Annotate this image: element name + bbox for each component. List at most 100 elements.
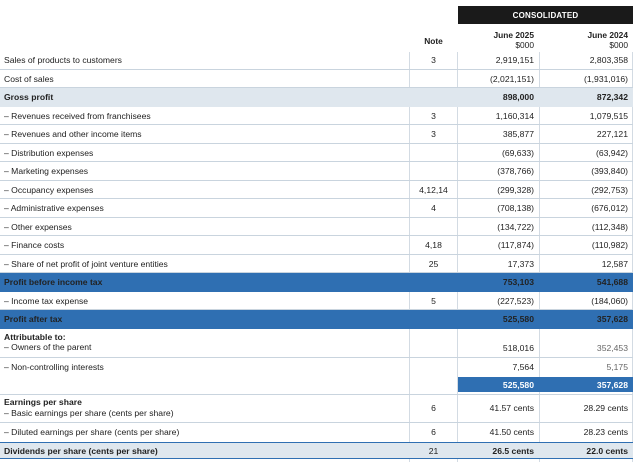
row-note: 4 <box>431 203 436 214</box>
row-value-2025: (69,633) <box>501 147 534 158</box>
row-separator <box>0 87 633 88</box>
row-value-2024: (63,942) <box>595 147 628 158</box>
row-separator <box>0 357 633 358</box>
row-note: 3 <box>431 110 436 121</box>
diluted-eps-note: 6 <box>431 427 436 437</box>
row-label: – Finance costs <box>4 240 65 251</box>
row-separator <box>0 198 633 199</box>
row-separator <box>0 124 633 125</box>
row-note <box>410 218 457 237</box>
row-value-2024: 2,803,358 <box>589 55 628 66</box>
nci-value-2024: 5,175 <box>606 362 628 372</box>
row-note <box>410 310 457 329</box>
row-label: Sales of products to customers <box>4 55 122 66</box>
owners-value-2025: 518,016 <box>502 343 534 353</box>
row-value-2025: (117,874) <box>497 240 534 251</box>
owners-label: – Owners of the parent <box>4 342 92 352</box>
row-value-2025: 385,877 <box>502 129 534 140</box>
basic-eps-2024: 28.29 cents <box>583 403 628 413</box>
value-right-rule <box>632 52 633 462</box>
row-separator <box>0 179 633 181</box>
row-label: – Share of net profit of joint venture e… <box>4 258 168 269</box>
dividends-2024: 22.0 cents <box>586 445 628 456</box>
row-label: – Revenues received from franchisees <box>4 110 151 121</box>
col1-year-header: June 2025 <box>493 30 534 40</box>
row-separator <box>0 394 633 395</box>
row-note <box>410 273 457 292</box>
diluted-eps-label: – Diluted earnings per share (cents per … <box>4 427 180 437</box>
row-label: – Income tax expense <box>4 295 89 306</box>
total-row-band <box>0 310 633 329</box>
row-value-2024: 12,587 <box>601 258 628 269</box>
row-label: Gross profit <box>4 92 54 103</box>
row-value-2025: 898,000 <box>502 92 534 103</box>
row-note: 25 <box>428 258 439 269</box>
row-separator <box>0 235 633 236</box>
row-label: Profit after tax <box>4 314 63 325</box>
dividends-row-band <box>0 442 633 459</box>
diluted-eps-2025: 41.50 cents <box>489 427 534 437</box>
col2-year-header: June 2024 <box>587 30 628 40</box>
row-note: 4,18 <box>425 240 442 251</box>
row-value-2024: 541,688 <box>596 277 628 288</box>
row-label: – Administrative expenses <box>4 203 104 214</box>
row-value-2025: (708,138) <box>497 203 534 214</box>
row-separator <box>0 422 633 423</box>
row-note: 3 <box>431 55 436 66</box>
row-value-2024: (393,840) <box>591 166 628 177</box>
nci-value-2025: 7,564 <box>512 362 534 372</box>
basic-eps-note: 6 <box>431 403 436 413</box>
value-mid-rule <box>539 52 540 462</box>
row-separator <box>0 68 633 70</box>
row-label: – Other expenses <box>4 221 72 232</box>
row-value-2024: 357,628 <box>596 314 628 325</box>
row-separator <box>0 161 633 162</box>
row-value-2025: 2,919,151 <box>495 55 534 66</box>
row-value-2024: (292,753) <box>591 184 628 195</box>
basic-eps-label: – Basic earnings per share (cents per sh… <box>4 407 174 418</box>
attributable-total-band <box>458 377 633 392</box>
row-value-2025: 1,160,314 <box>495 110 534 121</box>
row-value-2024: (1,931,016) <box>584 73 628 84</box>
row-label: – Distribution expenses <box>4 147 94 158</box>
note-right-rule <box>457 52 458 462</box>
attributable-total-2024: 357,628 <box>596 379 628 390</box>
row-value-2024: (184,060) <box>591 295 628 306</box>
row-value-2024: 872,342 <box>596 92 628 103</box>
row-value-2025: 17,373 <box>507 258 534 269</box>
eps-heading: Earnings per share <box>4 397 82 407</box>
row-separator <box>0 253 633 255</box>
row-value-2025: (2,021,151) <box>490 73 534 84</box>
row-note: 4,12,14 <box>419 184 448 195</box>
row-label: – Occupancy expenses <box>4 184 94 195</box>
row-value-2025: (134,722) <box>497 221 534 232</box>
row-note <box>410 88 457 107</box>
row-note: 5 <box>431 295 436 306</box>
row-separator <box>0 142 633 144</box>
row-label: – Revenues and other income items <box>4 129 142 140</box>
row-note <box>410 144 457 163</box>
row-separator <box>0 216 633 218</box>
row-note: 3 <box>431 129 436 140</box>
row-label: – Marketing expenses <box>4 166 89 177</box>
consolidated-header: CONSOLIDATED <box>458 6 633 24</box>
diluted-eps-2024: 28.23 cents <box>583 427 628 437</box>
dividends-2025: 26.5 cents <box>492 445 534 456</box>
nci-label: – Non-controlling interests <box>4 362 104 372</box>
dividends-note: 21 <box>428 445 439 456</box>
attributable-total-2025: 525,580 <box>502 379 534 390</box>
note-left-rule <box>409 52 410 462</box>
row-value-2025: 753,103 <box>502 277 534 288</box>
row-label: Profit before income tax <box>4 277 103 288</box>
row-separator <box>0 272 633 273</box>
row-value-2024: 1,079,515 <box>589 110 628 121</box>
row-value-2024: (676,012) <box>591 203 628 214</box>
row-value-2025: (378,766) <box>497 166 534 177</box>
note-column-header: Note <box>424 36 443 46</box>
dividends-label: Dividends per share (cents per share) <box>4 445 158 456</box>
row-value-2025: (299,328) <box>497 184 534 195</box>
row-note <box>410 162 457 181</box>
row-value-2024: (110,982) <box>591 240 628 251</box>
gross-profit-band <box>0 88 633 107</box>
row-separator <box>0 309 633 310</box>
